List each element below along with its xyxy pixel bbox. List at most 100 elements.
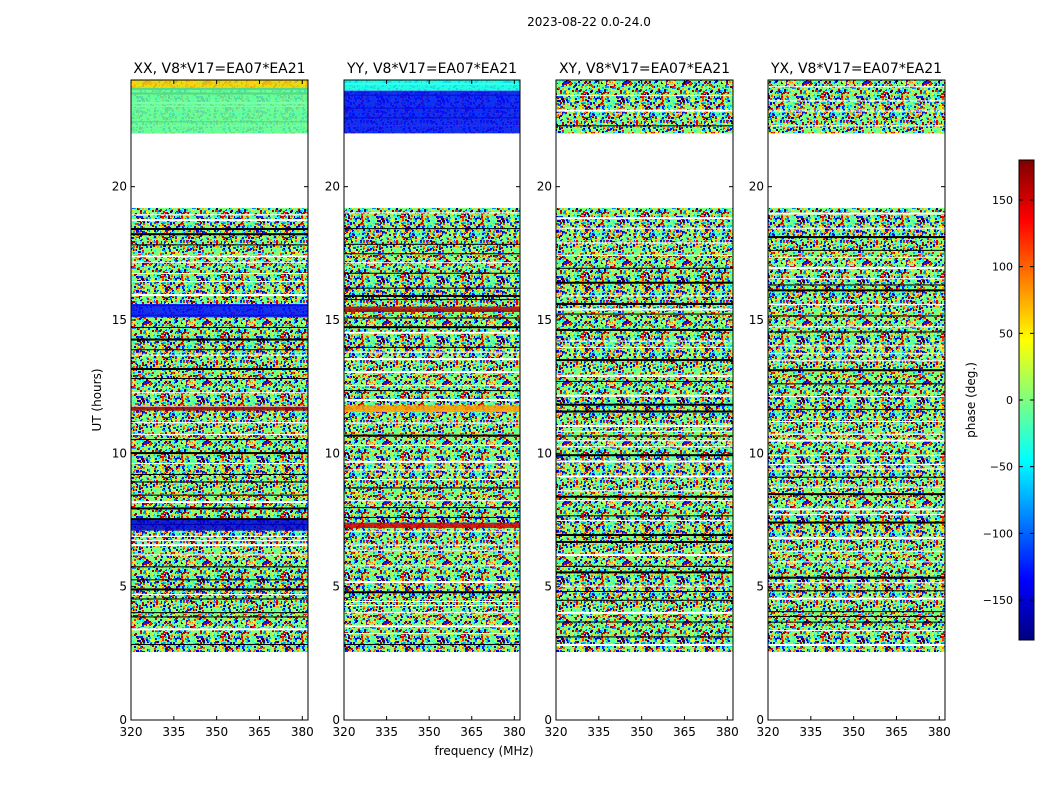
x-tick-label: 380 [291,725,314,739]
y-tick-label: 5 [756,580,764,594]
flag-line [556,495,733,498]
flag-line [131,439,308,441]
flag-line [556,565,733,567]
flag-line [344,422,520,424]
flag-line [556,440,733,442]
flag-line [556,636,733,638]
flag-line [344,399,520,402]
y-tick-label: 10 [325,446,340,460]
flag-line [768,630,945,632]
flag-line [768,227,945,229]
colorbar-tick-label: 100 [992,261,1013,274]
flag-line [768,433,945,435]
flag-line [556,585,733,587]
panel-frame [343,79,521,721]
colorbar-tick-label: 0 [1006,394,1013,407]
panel-frame [130,79,309,721]
y-tick-label: 10 [112,446,127,460]
x-tick-label: 380 [928,725,951,739]
flag-line [768,468,945,470]
flag-line [768,383,945,385]
panel-title: YY, V8*V17=EA07*EA21 [346,61,517,77]
flag-line [768,590,945,592]
data-region [556,208,733,652]
x-tick-label: 380 [503,725,526,739]
flag-line [768,100,945,102]
flag-line [131,244,308,246]
flag-line [556,254,733,256]
y-tick-label: 20 [112,180,127,194]
flag-line [344,434,520,437]
flag-line [131,616,308,618]
y-tick-label: 10 [749,446,764,460]
phase-band [344,306,520,312]
flag-line [556,242,733,244]
flag-line [556,591,733,593]
y-tick-label: 15 [112,313,127,327]
data-region [131,208,308,652]
flag-line [768,249,945,251]
flag-line [131,392,308,394]
data-region [768,208,945,652]
x-tick-label: 335 [162,725,185,739]
flag-line [556,394,733,397]
flag-line [768,284,945,286]
panel-frame [555,79,734,721]
flag-line [556,267,733,269]
flag-line [556,515,733,517]
flag-line [344,294,520,297]
panel-3: XY, V8*V17=EA07*EA21 320 335 350 365 380 0 5 10 1… [537,61,739,739]
flag-line [768,576,945,579]
y-tick-label: 5 [544,580,552,594]
flag-line [344,299,520,301]
y-tick-label: 20 [325,180,340,194]
panel-frame [767,79,946,721]
flag-line [131,452,308,455]
flag-line [344,253,520,255]
flag-line [131,434,308,436]
flag-line [344,500,520,502]
flag-line [556,475,733,478]
flag-line [768,493,945,496]
flag-line [556,454,733,457]
flag-line [556,611,733,614]
phase-band [344,522,520,528]
x-tick-label: 365 [885,725,908,739]
flag-line [768,345,945,347]
flag-line [768,236,945,239]
phase-band [131,520,308,531]
flag-line [344,385,520,387]
flag-line [131,566,308,568]
flag-line [131,540,308,542]
colorbar-tick-label: −150 [983,594,1013,607]
phase-band [131,304,308,318]
panel-4: YX, V8*V17=EA07*EA21 320 335 350 365 380 0 5 10 1… [749,61,951,739]
phase-band [131,80,308,88]
x-tick-label: 320 [120,725,143,739]
flag-line [131,473,308,475]
y-tick-label: 0 [119,713,127,727]
flag-line [131,507,308,510]
x-tick-label: 350 [205,725,228,739]
flag-line [344,331,520,334]
flag-line [131,462,308,464]
flag-line [556,571,733,574]
flag-line [556,313,733,315]
panel-1: XX, V8*V17=EA07*EA21 320 335 350 365 380 0 5 10 1… [112,61,314,739]
flag-line [768,508,945,511]
flag-line [344,272,520,274]
flag-line [344,243,520,245]
y-tick-label: 20 [537,180,552,194]
flag-line [556,435,733,437]
flag-line [131,228,308,231]
panel-title: XY, V8*V17=EA07*EA21 [559,61,730,77]
panel-title: YX, V8*V17=EA07*EA21 [770,61,942,77]
flag-line [131,272,308,274]
flag-line [556,540,733,543]
colorbar-tick-label: −50 [990,461,1013,474]
flag-line [768,353,945,355]
colorbar-tick-label: 50 [999,327,1013,340]
flag-line [768,463,945,465]
flag-line [768,369,945,372]
flag-line [556,217,733,220]
